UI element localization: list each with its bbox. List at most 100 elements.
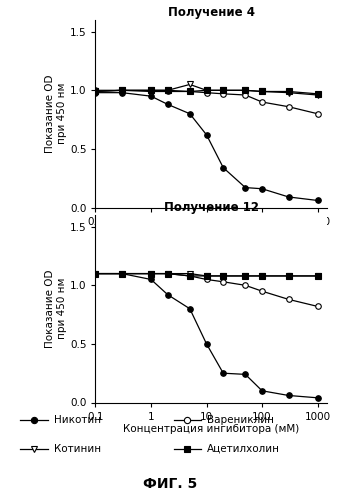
Никотин	[166, 102, 170, 107]
Никотин	[221, 370, 225, 376]
Никотин	[93, 270, 98, 276]
Котинин	[286, 273, 291, 279]
Котинин	[149, 270, 153, 276]
Line: Варениклин: Варениклин	[93, 88, 320, 117]
Text: Котинин: Котинин	[54, 444, 101, 454]
Котинин	[315, 92, 320, 98]
Варениклин	[166, 88, 170, 94]
Y-axis label: Показание OD
при 450 нм: Показание OD при 450 нм	[45, 270, 67, 348]
Варениклин	[221, 279, 225, 285]
Котинин	[188, 82, 192, 87]
Никотин	[205, 132, 209, 138]
Котинин	[286, 90, 291, 96]
Варениклин	[120, 270, 124, 276]
Котинин	[93, 88, 98, 94]
Ацетилхолин	[205, 273, 209, 279]
Ацетилхолин	[260, 273, 264, 279]
Ацетилхолин	[149, 270, 153, 276]
Варениклин	[93, 270, 98, 276]
Котинин	[243, 273, 247, 279]
Варениклин	[315, 111, 320, 117]
Никотин	[315, 198, 320, 203]
Line: Котинин: Котинин	[93, 82, 320, 98]
Ацетилхолин	[149, 88, 153, 94]
Котинин	[260, 273, 264, 279]
Варениклин	[149, 270, 153, 276]
Никотин	[149, 276, 153, 282]
Котинин	[149, 88, 153, 94]
Котинин	[205, 273, 209, 279]
Ацетилхолин	[243, 88, 247, 94]
Никотин	[315, 395, 320, 401]
Line: Варениклин: Варениклин	[93, 271, 320, 309]
Котинин	[205, 88, 209, 94]
Варениклин	[188, 273, 192, 279]
Варениклин	[166, 270, 170, 276]
Ацетилхолин	[166, 270, 170, 276]
Варениклин	[315, 304, 320, 310]
Title: Получение 4: Получение 4	[168, 6, 255, 19]
Ацетилхолин	[188, 273, 192, 279]
Варениклин	[243, 92, 247, 98]
X-axis label: Концентрация ингибитора (мМ): Концентрация ингибитора (мМ)	[123, 424, 299, 434]
Title: Получение 12: Получение 12	[164, 201, 259, 214]
Никотин	[286, 194, 291, 200]
Никотин	[243, 372, 247, 378]
Никотин	[188, 306, 192, 312]
Котинин	[166, 88, 170, 94]
Ацетилхолин	[93, 88, 98, 94]
Никотин	[286, 392, 291, 398]
Варениклин	[260, 99, 264, 105]
Text: Никотин: Никотин	[54, 416, 101, 426]
Варениклин	[149, 88, 153, 94]
Котинин	[315, 273, 320, 279]
Никотин	[120, 90, 124, 96]
Никотин	[260, 388, 264, 394]
Котинин	[221, 273, 225, 279]
Ацетилхолин	[221, 88, 225, 94]
Котинин	[166, 270, 170, 276]
Line: Ацетилхолин: Ацетилхолин	[93, 88, 320, 96]
Y-axis label: Показание OD
при 450 нм: Показание OD при 450 нм	[45, 74, 67, 153]
Никотин	[188, 111, 192, 117]
Котинин	[243, 88, 247, 94]
Варениклин	[205, 276, 209, 282]
Варениклин	[260, 288, 264, 294]
Никотин	[260, 186, 264, 192]
Варениклин	[286, 296, 291, 302]
Варениклин	[120, 88, 124, 94]
Варениклин	[188, 88, 192, 94]
Ацетилхолин	[315, 91, 320, 97]
Ацетилхолин	[243, 273, 247, 279]
Ацетилхолин	[93, 270, 98, 276]
Text: Ацетилхолин: Ацетилхолин	[207, 444, 280, 454]
Котинин	[260, 88, 264, 94]
Ацетилхолин	[120, 88, 124, 94]
Ацетилхолин	[221, 273, 225, 279]
Варениклин	[205, 90, 209, 96]
X-axis label: Концентрация ингибитора (мМ): Концентрация ингибитора (мМ)	[123, 230, 299, 239]
Text: Варениклин: Варениклин	[207, 416, 274, 426]
Ацетилхолин	[120, 270, 124, 276]
Никотин	[205, 341, 209, 347]
Ацетилхолин	[188, 88, 192, 94]
Варениклин	[221, 91, 225, 97]
Котинин	[221, 88, 225, 94]
Line: Никотин: Никотин	[93, 271, 320, 400]
Варениклин	[286, 104, 291, 110]
Никотин	[243, 184, 247, 190]
Котинин	[120, 270, 124, 276]
Ацетилхолин	[286, 88, 291, 94]
Варениклин	[243, 282, 247, 288]
Text: ФИГ. 5: ФИГ. 5	[143, 477, 198, 491]
Никотин	[93, 90, 98, 96]
Никотин	[166, 292, 170, 298]
Line: Ацетилхолин: Ацетилхолин	[93, 271, 320, 278]
Ацетилхолин	[205, 88, 209, 94]
Никотин	[120, 270, 124, 276]
Никотин	[221, 164, 225, 170]
Котинин	[93, 270, 98, 276]
Варениклин	[93, 88, 98, 94]
Котинин	[120, 88, 124, 94]
Ацетилхолин	[286, 273, 291, 279]
